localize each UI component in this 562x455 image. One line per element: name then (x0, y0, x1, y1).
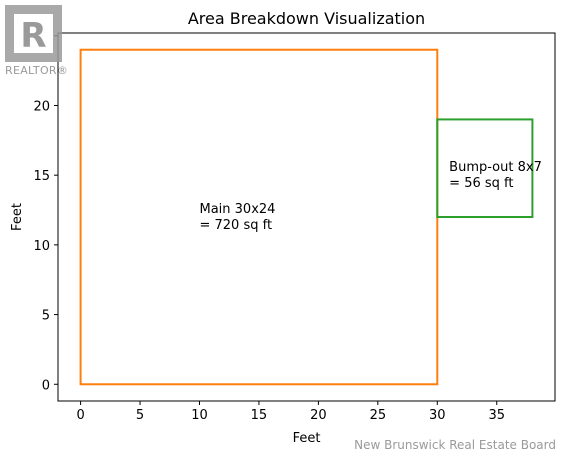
area-label-1: Bump-out 8x7 = 56 sq ft (449, 160, 542, 191)
realtor-r-icon: R (5, 5, 62, 62)
x-axis-label: Feet (293, 431, 321, 446)
y-tick-label: 0 (42, 378, 50, 393)
x-tick-label: 0 (76, 408, 84, 423)
realtor-logo-text: REALTOR® (5, 64, 69, 77)
x-tick-label: 30 (429, 408, 446, 423)
x-tick-label: 25 (370, 408, 387, 423)
y-tick-label: 20 (33, 99, 50, 114)
realtor-logo: R (5, 5, 62, 62)
area-label-line: = 56 sq ft (449, 176, 513, 191)
area-rectangle-1 (436, 118, 534, 218)
area-label-line: = 720 sq ft (199, 218, 272, 233)
plot-frame (57, 32, 556, 402)
watermark-text: New Brunswick Real Estate Board (354, 438, 556, 452)
area-label-line: Bump-out 8x7 (449, 160, 542, 175)
chart-title: Area Breakdown Visualization (188, 9, 425, 28)
svg-text:R: R (20, 16, 46, 56)
y-tick-label: 15 (33, 169, 50, 184)
area-rectangle-0 (79, 48, 439, 386)
x-tick-label: 10 (191, 408, 208, 423)
x-tick-label: 15 (251, 408, 268, 423)
y-axis-label: Feet (10, 203, 25, 231)
x-tick-label: 20 (310, 408, 327, 423)
y-tick-label: 10 (33, 239, 50, 254)
x-tick-label: 35 (488, 408, 505, 423)
rectangles-layer: Main 30x24 = 720 sq ft Bump-out 8x7 = 56 sq… (79, 48, 542, 386)
x-tick-label: 5 (136, 408, 144, 423)
x-axis-ticks: 0 5 10 15 20 25 30 35 (76, 401, 505, 423)
area-label-line: Main 30x24 (199, 202, 275, 217)
y-tick-label: 5 (42, 309, 50, 324)
area-label-0: Main 30x24 = 720 sq ft (199, 202, 275, 233)
